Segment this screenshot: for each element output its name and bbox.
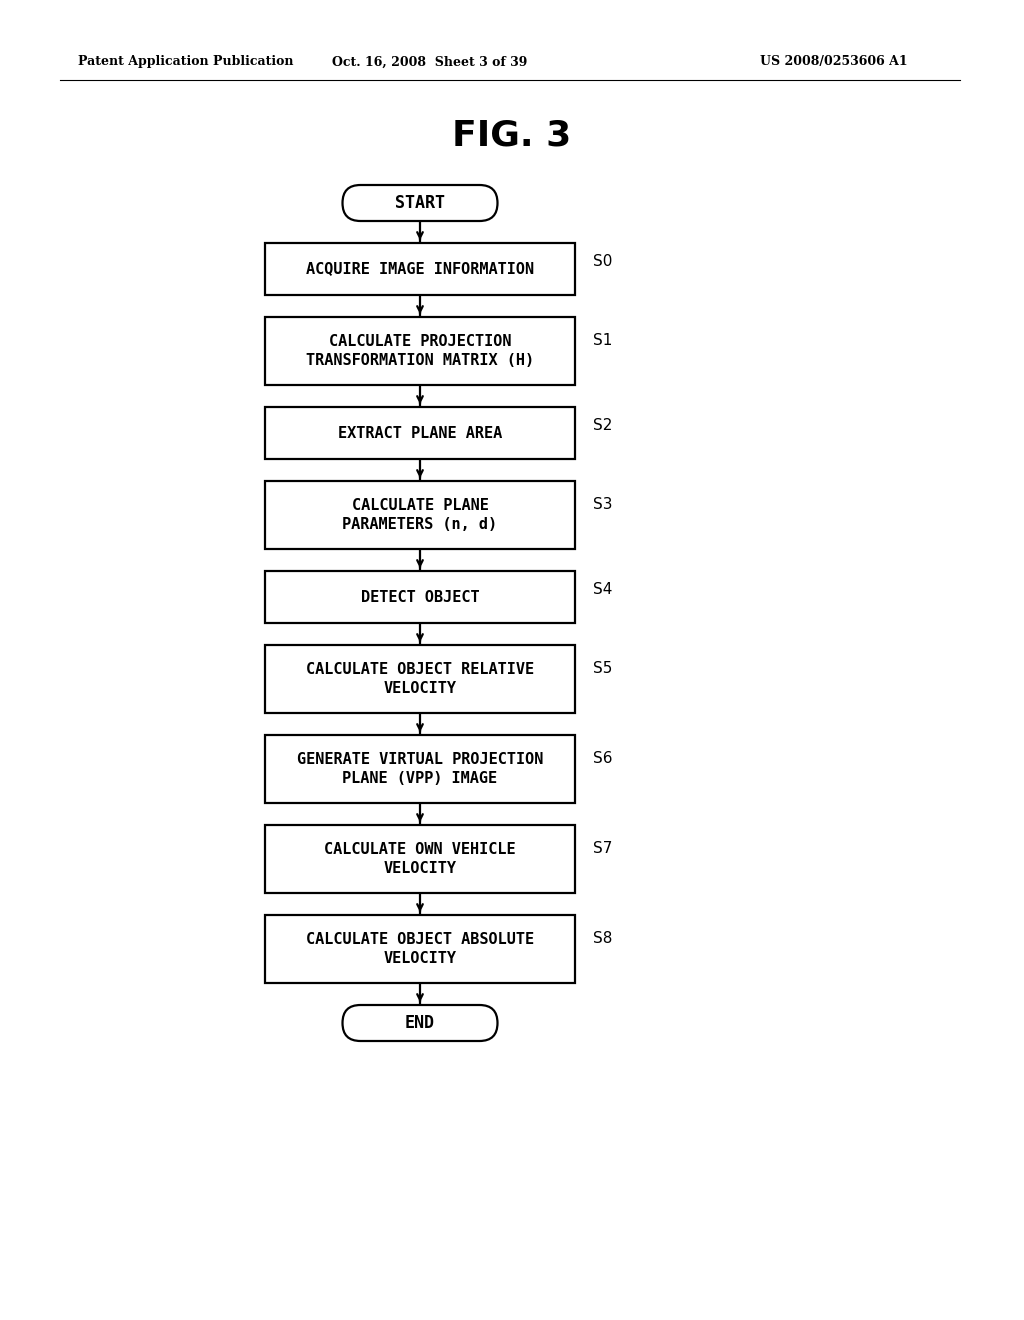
Text: CALCULATE OWN VEHICLE
VELOCITY: CALCULATE OWN VEHICLE VELOCITY xyxy=(325,842,516,876)
Text: CALCULATE OBJECT ABSOLUTE
VELOCITY: CALCULATE OBJECT ABSOLUTE VELOCITY xyxy=(306,932,535,966)
FancyBboxPatch shape xyxy=(342,1005,498,1041)
Text: S6: S6 xyxy=(593,751,612,767)
Bar xyxy=(265,915,575,983)
Text: CALCULATE OBJECT RELATIVE
VELOCITY: CALCULATE OBJECT RELATIVE VELOCITY xyxy=(306,661,535,697)
Text: Patent Application Publication: Patent Application Publication xyxy=(78,55,294,69)
Text: GENERATE VIRTUAL PROJECTION
PLANE (VPP) IMAGE: GENERATE VIRTUAL PROJECTION PLANE (VPP) … xyxy=(297,751,543,787)
Bar xyxy=(265,735,575,803)
Text: S8: S8 xyxy=(593,932,612,946)
Bar xyxy=(265,317,575,385)
Text: CALCULATE PROJECTION
TRANSFORMATION MATRIX (H): CALCULATE PROJECTION TRANSFORMATION MATR… xyxy=(306,334,535,368)
Text: S4: S4 xyxy=(593,582,612,597)
Text: START: START xyxy=(395,194,445,213)
Bar xyxy=(265,480,575,549)
Text: S5: S5 xyxy=(593,661,612,676)
Text: ACQUIRE IMAGE INFORMATION: ACQUIRE IMAGE INFORMATION xyxy=(306,261,535,276)
Text: FIG. 3: FIG. 3 xyxy=(453,117,571,152)
Text: EXTRACT PLANE AREA: EXTRACT PLANE AREA xyxy=(338,425,502,441)
Text: S7: S7 xyxy=(593,841,612,857)
Bar xyxy=(265,645,575,713)
Text: US 2008/0253606 A1: US 2008/0253606 A1 xyxy=(760,55,907,69)
Text: END: END xyxy=(406,1014,435,1032)
Bar xyxy=(265,243,575,294)
Bar xyxy=(265,825,575,894)
Text: Oct. 16, 2008  Sheet 3 of 39: Oct. 16, 2008 Sheet 3 of 39 xyxy=(333,55,527,69)
Text: S1: S1 xyxy=(593,333,612,348)
Text: CALCULATE PLANE
PARAMETERS (n, d): CALCULATE PLANE PARAMETERS (n, d) xyxy=(342,498,498,532)
Text: DETECT OBJECT: DETECT OBJECT xyxy=(360,590,479,605)
Text: S2: S2 xyxy=(593,417,612,433)
Text: S3: S3 xyxy=(593,498,612,512)
Bar xyxy=(265,572,575,623)
Text: S0: S0 xyxy=(593,253,612,269)
Bar xyxy=(265,407,575,459)
FancyBboxPatch shape xyxy=(342,185,498,220)
